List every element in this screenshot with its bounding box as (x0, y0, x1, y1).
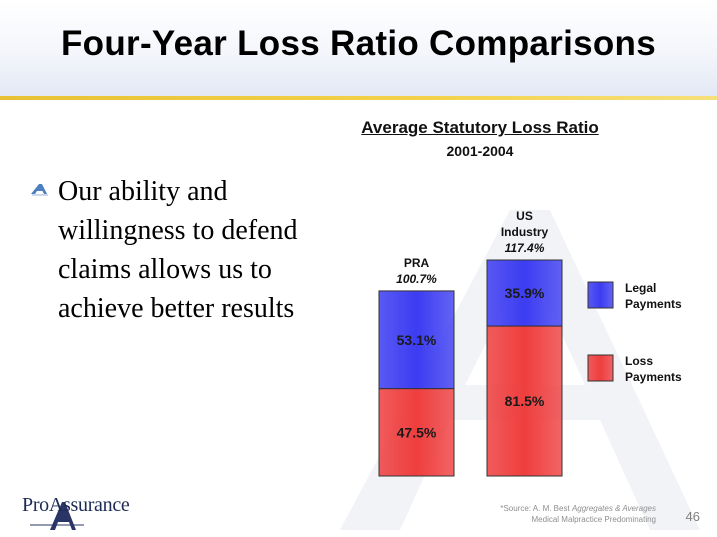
source-prefix: *Source: A. M. Best (500, 504, 570, 513)
bar-segment-1-0 (486, 325, 563, 477)
slide-title: Four-Year Loss Ratio Comparisons (61, 24, 656, 63)
header-rule (0, 96, 717, 100)
legend-label-1-1: Payments (625, 297, 682, 311)
data-label-0-1: 53.1% (397, 332, 437, 348)
data-label-1-1: 35.9% (505, 285, 545, 301)
legend-swatch-1 (587, 281, 614, 309)
data-label-0-0: 47.5% (397, 424, 437, 440)
total-label-1: 117.4% (505, 241, 545, 255)
page-number: 46 (685, 509, 700, 524)
category-label-0-0: PRA (404, 256, 430, 270)
data-label-1-0: 81.5% (505, 393, 545, 409)
proassurance-logo: ProAssurance (22, 488, 172, 532)
source-italic: Aggregates & Averages (571, 504, 656, 513)
source-note: *Source: A. M. Best Aggregates & Average… (476, 503, 656, 525)
legend-label-1-0: Legal (625, 281, 656, 295)
bullet-text: Our ability and willingness to defend cl… (58, 176, 298, 324)
bar-segment-1-1 (486, 259, 563, 327)
category-label-1-0: US (516, 209, 533, 223)
header-band (0, 0, 717, 96)
logo-a-mark (30, 502, 84, 530)
chart-subtitle: 2001-2004 (446, 143, 514, 159)
category-label-1-1: Industry (501, 225, 549, 239)
total-label-0: 100.7% (396, 272, 437, 286)
legend-label-0-0: Loss (625, 354, 653, 368)
legend-label-0-1: Payments (625, 370, 682, 384)
legend-swatch-0 (587, 354, 614, 382)
source-line2: Medical Malpractice Predominating (531, 515, 657, 524)
bullet-a-icon (31, 184, 48, 196)
chart-title: Average Statutory Loss Ratio (361, 118, 599, 137)
bar-segment-0-1 (378, 290, 455, 390)
logo-text: ProAssurance (22, 494, 130, 516)
bar-segment-0-0 (378, 388, 455, 477)
